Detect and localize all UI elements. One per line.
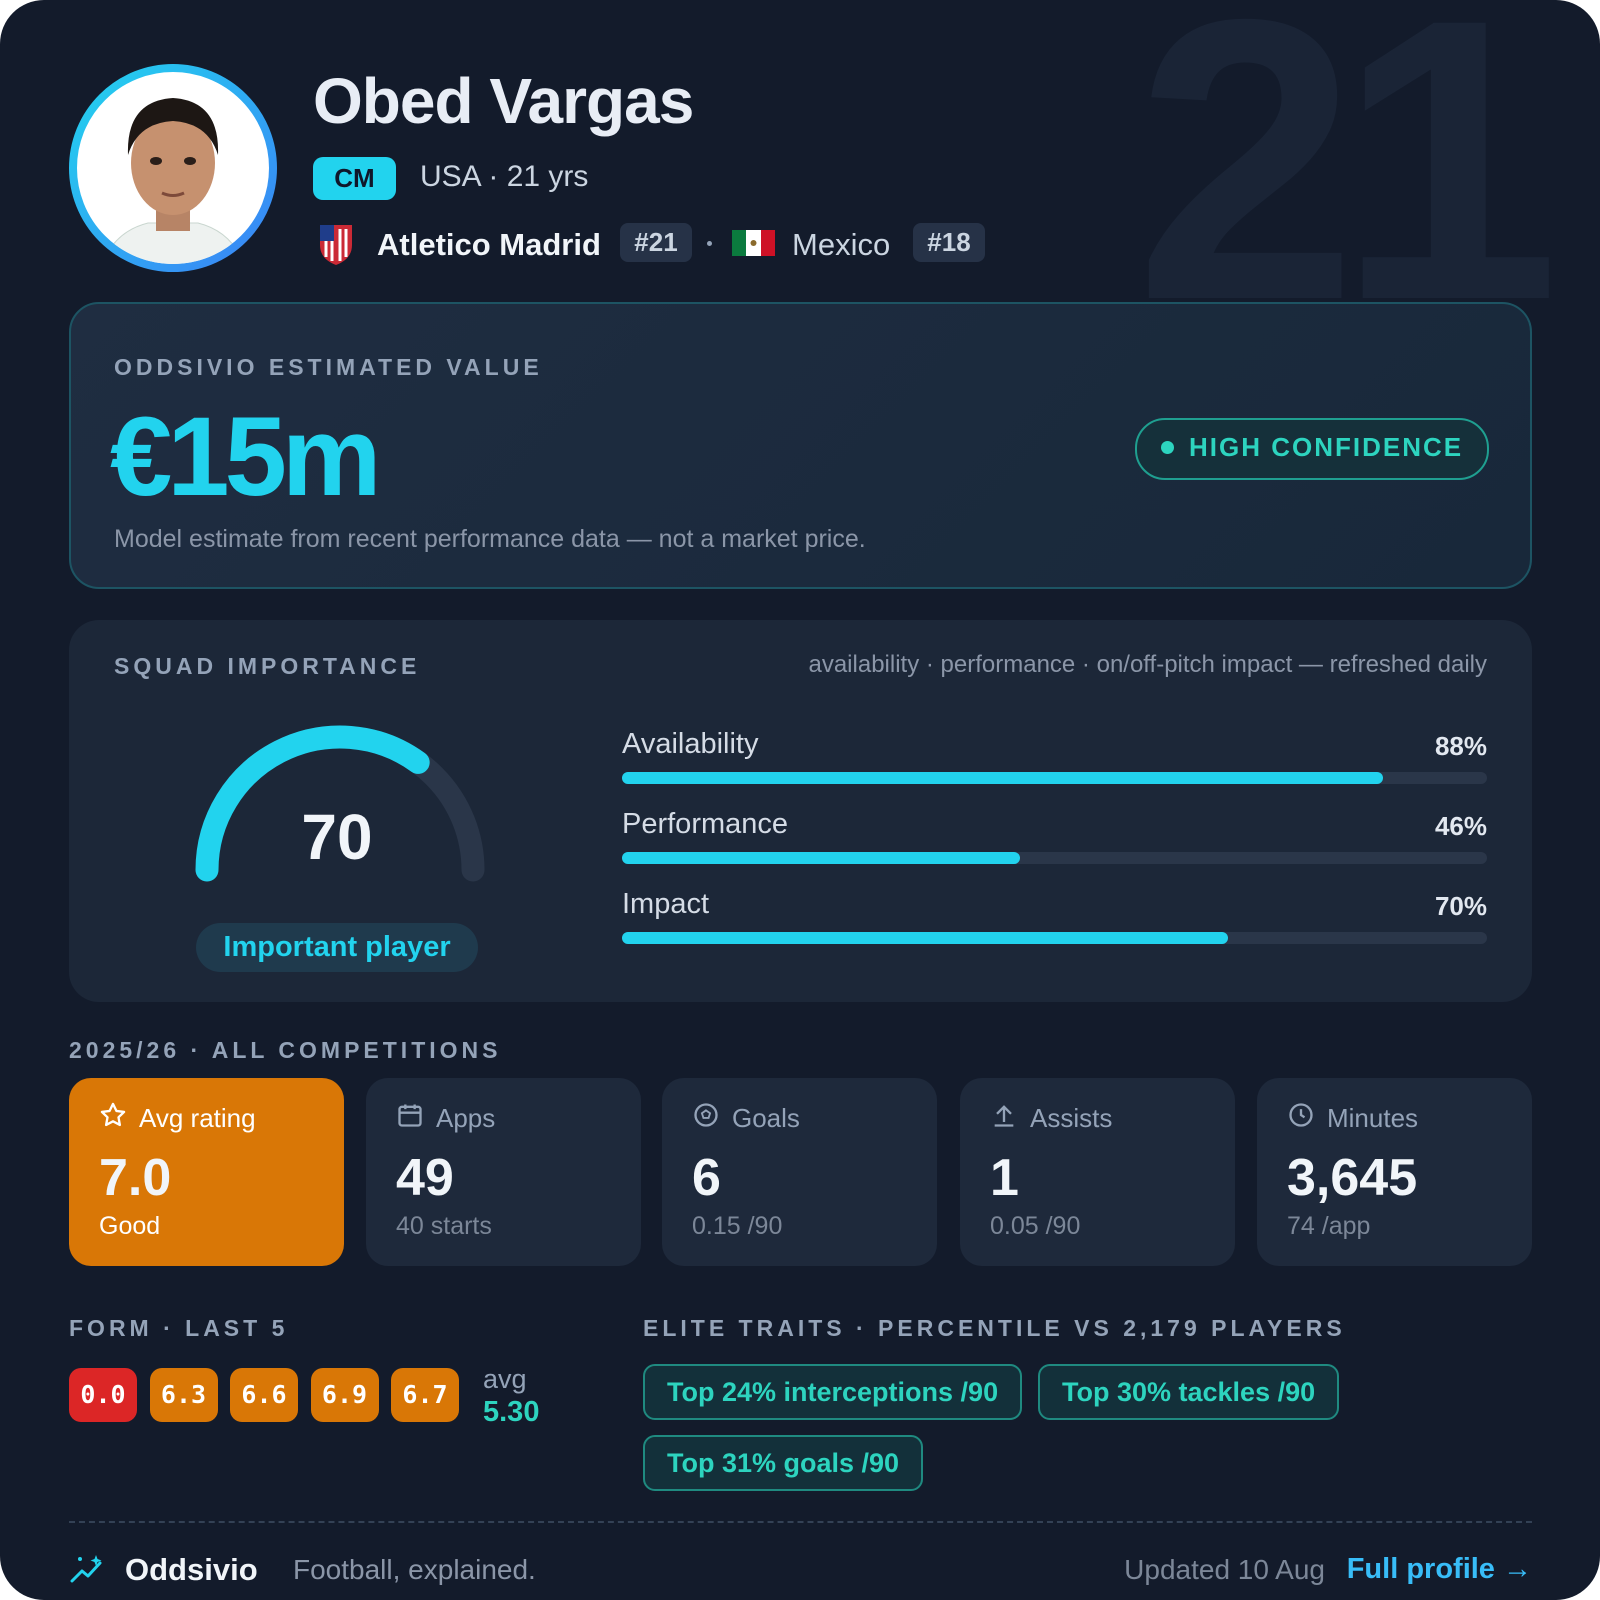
country-number: #18 bbox=[913, 223, 985, 262]
stat-value: 6 bbox=[692, 1149, 721, 1207]
clock-icon bbox=[1289, 1103, 1313, 1127]
bar-fill bbox=[622, 772, 1384, 784]
stat-card: Apps 49 40 starts bbox=[366, 1078, 641, 1266]
star-icon bbox=[100, 1102, 126, 1127]
brand-name: Oddsivio bbox=[125, 1552, 258, 1587]
gauge-score: 70 bbox=[301, 801, 373, 873]
stat-card: Avg rating 7.0 Good bbox=[69, 1078, 344, 1266]
stat-value: 1 bbox=[990, 1149, 1019, 1207]
stat-value: 7.0 bbox=[99, 1149, 172, 1207]
form-avg-label: avg bbox=[483, 1364, 527, 1394]
assist-icon bbox=[994, 1105, 1014, 1127]
component-name: Performance bbox=[622, 808, 789, 840]
stat-card: Minutes 3,645 74 /app bbox=[1257, 1078, 1532, 1266]
tagline: Football, explained. bbox=[293, 1554, 536, 1585]
confidence-label: HIGH CONFIDENCE bbox=[1189, 432, 1464, 462]
country-name: Mexico bbox=[792, 227, 891, 262]
club-name: Atletico Madrid bbox=[377, 227, 601, 262]
stat-detail: 74 /app bbox=[1287, 1212, 1371, 1240]
form-chip: 0.0 bbox=[69, 1368, 137, 1422]
component-value: 46% bbox=[1434, 811, 1487, 841]
position-badge: CM bbox=[313, 157, 396, 200]
calendar-icon bbox=[398, 1104, 422, 1127]
gauge bbox=[195, 725, 485, 882]
tier-pill: Important player bbox=[196, 923, 478, 972]
stat-detail: 0.15 /90 bbox=[692, 1212, 783, 1240]
bar-fill bbox=[622, 932, 1228, 944]
component-name: Impact bbox=[622, 888, 710, 920]
confidence-dot bbox=[1161, 441, 1174, 454]
squad-caption: availability · performance · on/off-pitc… bbox=[808, 651, 1487, 678]
stat-detail: 0.05 /90 bbox=[990, 1212, 1081, 1240]
stat-label: Avg rating bbox=[139, 1103, 256, 1133]
component-value: 88% bbox=[1434, 731, 1487, 761]
player-name: Obed Vargas bbox=[313, 65, 694, 137]
avatar bbox=[69, 64, 277, 272]
stat-value: 49 bbox=[396, 1149, 454, 1207]
form-chip: 6.7 bbox=[391, 1368, 459, 1422]
form-label: FORM · LAST 5 bbox=[69, 1315, 289, 1341]
trait-pill: Top 24% interceptions /90 bbox=[643, 1364, 1023, 1420]
confidence-pill bbox=[1135, 418, 1489, 480]
form-chip: 6.6 bbox=[230, 1368, 298, 1422]
stat-detail: Good bbox=[99, 1212, 161, 1240]
stat-card: Goals 6 0.15 /90 bbox=[662, 1078, 937, 1266]
stat-card: Assists 1 0.05 /90 bbox=[960, 1078, 1235, 1266]
valuation-note: Model estimate from recent performance d… bbox=[114, 525, 866, 553]
stat-label: Goals bbox=[732, 1103, 800, 1133]
valuation-label: ODDSIVIO ESTIMATED VALUE bbox=[114, 354, 543, 380]
form-avg: 5.30 bbox=[483, 1396, 540, 1428]
country-flag bbox=[732, 230, 775, 256]
valuation-value: €15m bbox=[110, 394, 381, 519]
stat-value: 3,645 bbox=[1287, 1149, 1418, 1207]
brand-icon bbox=[70, 1555, 102, 1583]
component-name: Availability bbox=[622, 728, 759, 760]
bar-fill bbox=[622, 852, 1020, 864]
traits-label: ELITE TRAITS · PERCENTILE VS 2,179 PLAYE… bbox=[643, 1315, 1346, 1341]
player-meta: USA · 21 yrs bbox=[420, 160, 589, 193]
stat-label: Assists bbox=[1030, 1103, 1113, 1133]
full-profile-link[interactable]: Full profile → bbox=[1346, 1553, 1532, 1585]
ball-icon bbox=[694, 1103, 718, 1127]
season-label: 2025/26 · ALL COMPETITIONS bbox=[69, 1037, 502, 1063]
component-value: 70% bbox=[1434, 891, 1487, 921]
gauge-fill bbox=[195, 725, 430, 882]
separator-dot bbox=[707, 241, 712, 246]
stat-detail: 40 starts bbox=[396, 1212, 492, 1240]
form-chip: 6.9 bbox=[310, 1368, 379, 1422]
club-number: #21 bbox=[620, 223, 692, 262]
stat-label: Apps bbox=[436, 1103, 496, 1133]
club-crest bbox=[320, 225, 352, 265]
divider bbox=[69, 1521, 1532, 1523]
trait-pill: Top 31% goals /90 bbox=[643, 1435, 924, 1491]
updated: Updated 10 Aug bbox=[1124, 1554, 1325, 1585]
squad-label: SQUAD IMPORTANCE bbox=[114, 653, 421, 679]
trait-pill: Top 30% tackles /90 bbox=[1038, 1364, 1340, 1420]
form-chip: 6.3 bbox=[149, 1368, 218, 1422]
stat-label: Minutes bbox=[1327, 1103, 1419, 1133]
